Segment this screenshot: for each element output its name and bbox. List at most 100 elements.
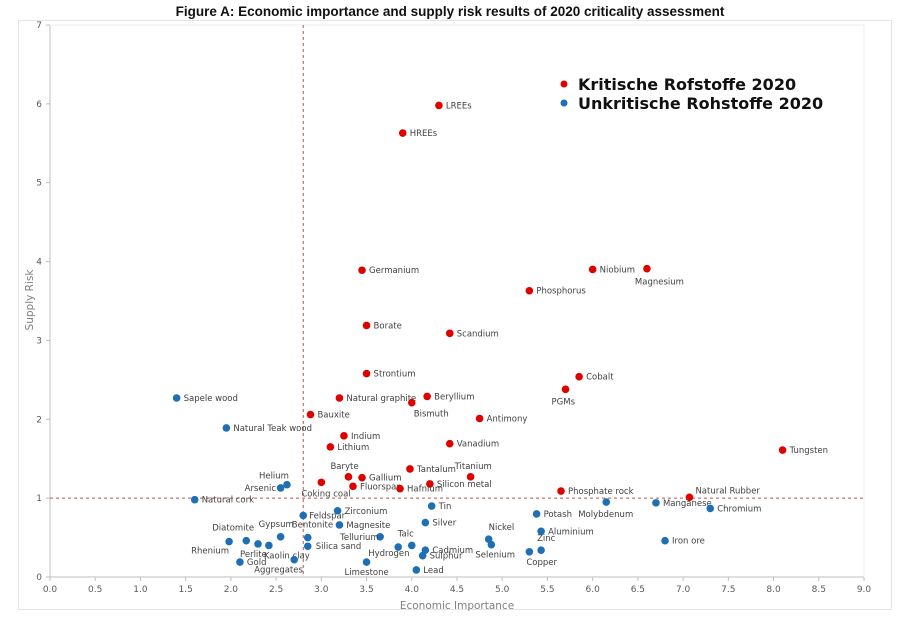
x-tick-label: 1.0: [133, 585, 148, 595]
non-critical-series: Sapele wood Natural Teak wood Helium Arseni…: [172, 394, 761, 578]
chart-frame: [18, 20, 892, 610]
data-point-label: Diatomite: [212, 524, 254, 534]
data-point: [362, 558, 371, 566]
data-point-label: Beryllium: [434, 392, 474, 402]
x-tick-label: 4.5: [450, 585, 464, 595]
data-point: [349, 482, 357, 491]
data-point-label: Bauxite: [317, 411, 349, 421]
data-point: [537, 546, 545, 554]
data-point: [398, 129, 407, 137]
data-point-label: Natural graphite: [346, 394, 416, 404]
data-point-label: Lithium: [337, 443, 369, 453]
legend-marker: [560, 80, 568, 88]
data-point-label: Natural cork: [202, 496, 254, 506]
data-point: [335, 521, 344, 529]
data-point-label: Zirconium: [345, 507, 388, 517]
data-point-label: Tantalum: [416, 465, 456, 475]
data-point-label: Helium: [259, 472, 289, 482]
data-point-label: Limestone: [345, 568, 389, 578]
data-point-label: Cadmium: [432, 546, 473, 556]
data-point-label: Rhenium: [191, 547, 229, 557]
data-point: [358, 266, 366, 275]
data-point: [706, 504, 715, 513]
y-tick-label: 3: [36, 336, 42, 346]
data-point: [303, 542, 312, 551]
data-point-label: Talc: [397, 529, 414, 539]
data-point-label: Natural Teak wood: [233, 424, 312, 434]
data-point-label: Phosphorus: [536, 287, 586, 297]
data-point-label: Scandium: [457, 329, 499, 339]
data-point-label: Lead: [423, 566, 443, 576]
data-point-label: Aggregates: [254, 566, 303, 576]
data-point-label: Manganese: [663, 499, 712, 509]
data-point-label: PGMs: [552, 397, 576, 407]
data-point: [412, 566, 421, 574]
data-point: [236, 558, 244, 566]
data-point-label: Kaolin clay: [264, 551, 310, 561]
data-point: [525, 547, 534, 556]
data-point: [487, 540, 496, 549]
data-point: [265, 541, 273, 550]
data-point-label: Gold: [247, 558, 267, 568]
x-tick-label: 0.0: [43, 585, 58, 595]
data-point-label: Niobium: [600, 265, 635, 275]
x-axis-title: Economic Importance: [400, 600, 514, 612]
data-point: [172, 394, 181, 402]
legend-label: Kritische Rofstoffe 2020: [578, 75, 796, 94]
data-point-label: Vanadium: [457, 440, 499, 450]
data-point: [283, 480, 291, 489]
data-point: [242, 536, 251, 545]
data-point-label: Tungsten: [789, 446, 828, 456]
x-tick-label: 2.5: [269, 585, 283, 595]
x-tick-label: 5.0: [495, 585, 510, 595]
x-tick-label: 0.5: [88, 585, 102, 595]
data-point: [427, 502, 436, 510]
data-point: [299, 511, 308, 520]
data-point-label: Strontium: [374, 370, 416, 380]
data-point: [445, 329, 454, 338]
data-point-label: Silver: [432, 519, 456, 529]
x-tick-label: 9.0: [857, 585, 872, 595]
data-point-label: Nickel: [489, 523, 515, 533]
data-point-label: Molybdenum: [578, 510, 633, 520]
data-point-label: Hydrogen: [368, 549, 409, 559]
data-point: [661, 536, 669, 545]
y-tick-label: 7: [36, 21, 42, 31]
data-point: [225, 537, 233, 546]
data-point-label: Potash: [544, 510, 572, 520]
data-point: [406, 465, 414, 473]
data-point: [344, 473, 353, 481]
data-point: [333, 506, 342, 515]
x-tick-label: 6.5: [631, 585, 645, 595]
data-point: [588, 265, 597, 274]
data-point-label: Tin: [438, 502, 452, 512]
data-point-label: Silicon metal: [437, 480, 492, 490]
data-point-label: Perlite: [240, 550, 267, 560]
data-point: [532, 510, 541, 518]
data-point: [290, 555, 299, 564]
data-point-label: Coking coal: [301, 489, 350, 499]
data-point-label: HREEs: [410, 129, 438, 139]
data-point: [685, 493, 694, 502]
data-point-label: Feldspar: [309, 511, 345, 521]
data-point-label: Bentonite: [292, 521, 333, 531]
data-point-label: Natural Rubber: [695, 486, 760, 496]
data-point-label: Hafnium: [407, 485, 443, 495]
x-tick-label: 6.0: [586, 585, 601, 595]
legend-marker: [560, 99, 568, 107]
data-point: [358, 473, 366, 482]
data-point: [426, 480, 434, 488]
data-point-label: Magnesite: [346, 521, 390, 531]
data-point: [317, 478, 326, 487]
data-point: [362, 369, 371, 378]
data-point-label: Fluorspar: [360, 482, 400, 492]
data-point: [362, 321, 371, 330]
data-point: [407, 398, 416, 407]
data-point-label: Iron ore: [672, 537, 705, 547]
data-point: [407, 541, 416, 550]
data-point-label: Zinc: [537, 534, 556, 544]
x-tick-label: 3.5: [359, 585, 373, 595]
data-point-label: Bismuth: [414, 410, 449, 420]
